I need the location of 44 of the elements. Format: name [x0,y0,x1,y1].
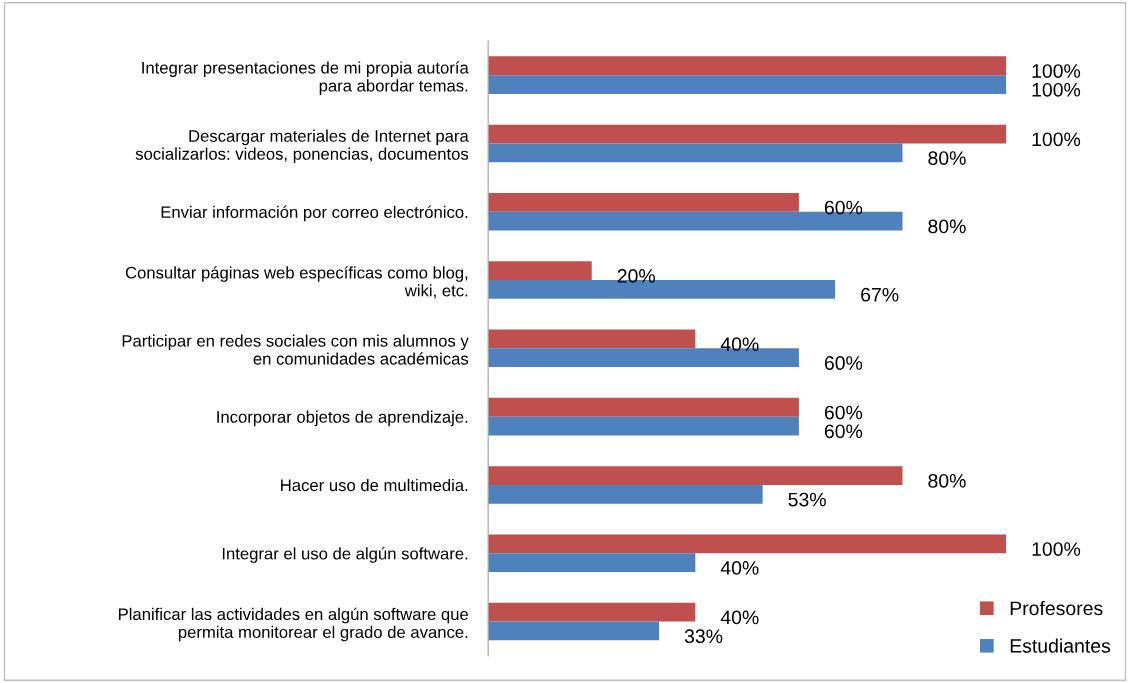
data-label: 100% [1032,64,1081,78]
bar [488,143,903,163]
legend-label: Profesores [1010,600,1103,616]
data-label: 40% [720,337,759,352]
data-label: 100% [1032,542,1081,556]
data-label: 80% [928,473,966,488]
y-tick-label: Planificar las actividades en algún software que permita monitorear el grado de avance. [118,607,468,642]
data-label: 53% [788,492,826,507]
data-label: 100% [1032,132,1081,147]
bar [488,329,696,349]
bar [488,484,763,504]
y-tick-label: Integrar el uso de algún software. [222,547,468,563]
bar [488,553,696,573]
y-tick-label: Hacer uso de multimedia. [281,478,468,492]
data-label: 60% [824,424,863,439]
y-tick-label: Descargar materiales de Internet para socializarlos: videos, ponencias, documentos [135,129,469,164]
data-label: 20% [617,269,655,283]
bar [488,261,592,281]
data-label: 60% [824,405,863,420]
data-label: 60% [824,356,863,370]
y-tick-label: Incorporar objetos de aprendizaje. [217,410,468,427]
y-tick-label: Integrar presentaciones de mi propia autoría para abordar temas. [142,61,469,95]
bar [488,397,799,417]
y-tick-label: Participar en redes sociales con mis alumnos y en comunidades académicas [122,334,469,365]
data-label: 100% [1032,82,1081,97]
bar [488,534,1007,554]
bar [488,192,799,212]
bar [488,621,660,641]
data-label: 80% [928,219,966,234]
bar [488,602,696,622]
data-label: 80% [928,151,966,165]
data-label: 60% [824,200,863,215]
bar [488,466,903,485]
y-tick-label: Enviar información por correo electrónico. [161,205,468,222]
bar [488,416,799,436]
data-label: 40% [720,561,759,575]
bar [488,75,1007,94]
data-label: 33% [684,629,723,644]
bar [488,56,1007,76]
legend-label: Estudiantes [1010,638,1111,653]
data-label: 40% [720,610,759,625]
y-tick-label: Consultar páginas web específicas como blog, wiki, etc. [125,266,468,299]
data-label: 67% [861,287,899,302]
bar [488,124,1007,144]
